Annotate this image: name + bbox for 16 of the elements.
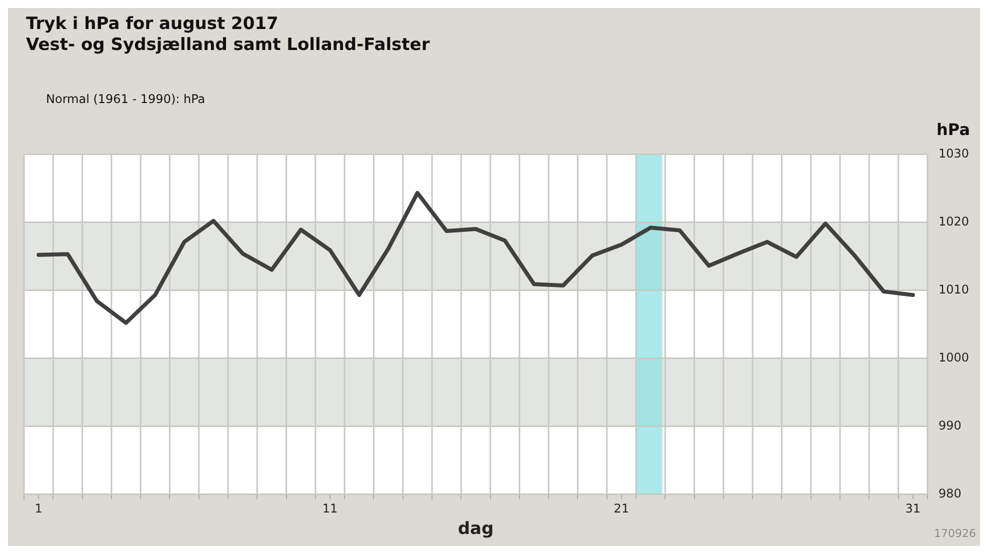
y-tick-label: 1020 xyxy=(938,214,970,228)
x-axis-title: dag xyxy=(458,519,494,540)
chart-title: Tryk i hPa for august 2017 xyxy=(26,14,280,35)
y-tick-label: 990 xyxy=(938,418,962,432)
x-tick-label: 31 xyxy=(905,502,921,516)
y-tick-label: 980 xyxy=(938,486,962,500)
chart-subtitle: Vest- og Sydsjælland samt Lolland-Falster xyxy=(26,35,430,56)
text: Normal (1961 - 1990): hPa xyxy=(46,92,206,106)
y-axis-title: hPa xyxy=(936,120,970,139)
x-tick-label: 1 xyxy=(34,502,42,516)
x-tick-label: 11 xyxy=(322,502,338,516)
y-tick-label: 1030 xyxy=(938,146,970,160)
y-tick-label: 1010 xyxy=(938,282,970,296)
text: 170926 xyxy=(934,527,976,540)
x-tick-label: 21 xyxy=(614,502,630,516)
y-tick-label: 1000 xyxy=(938,350,970,364)
